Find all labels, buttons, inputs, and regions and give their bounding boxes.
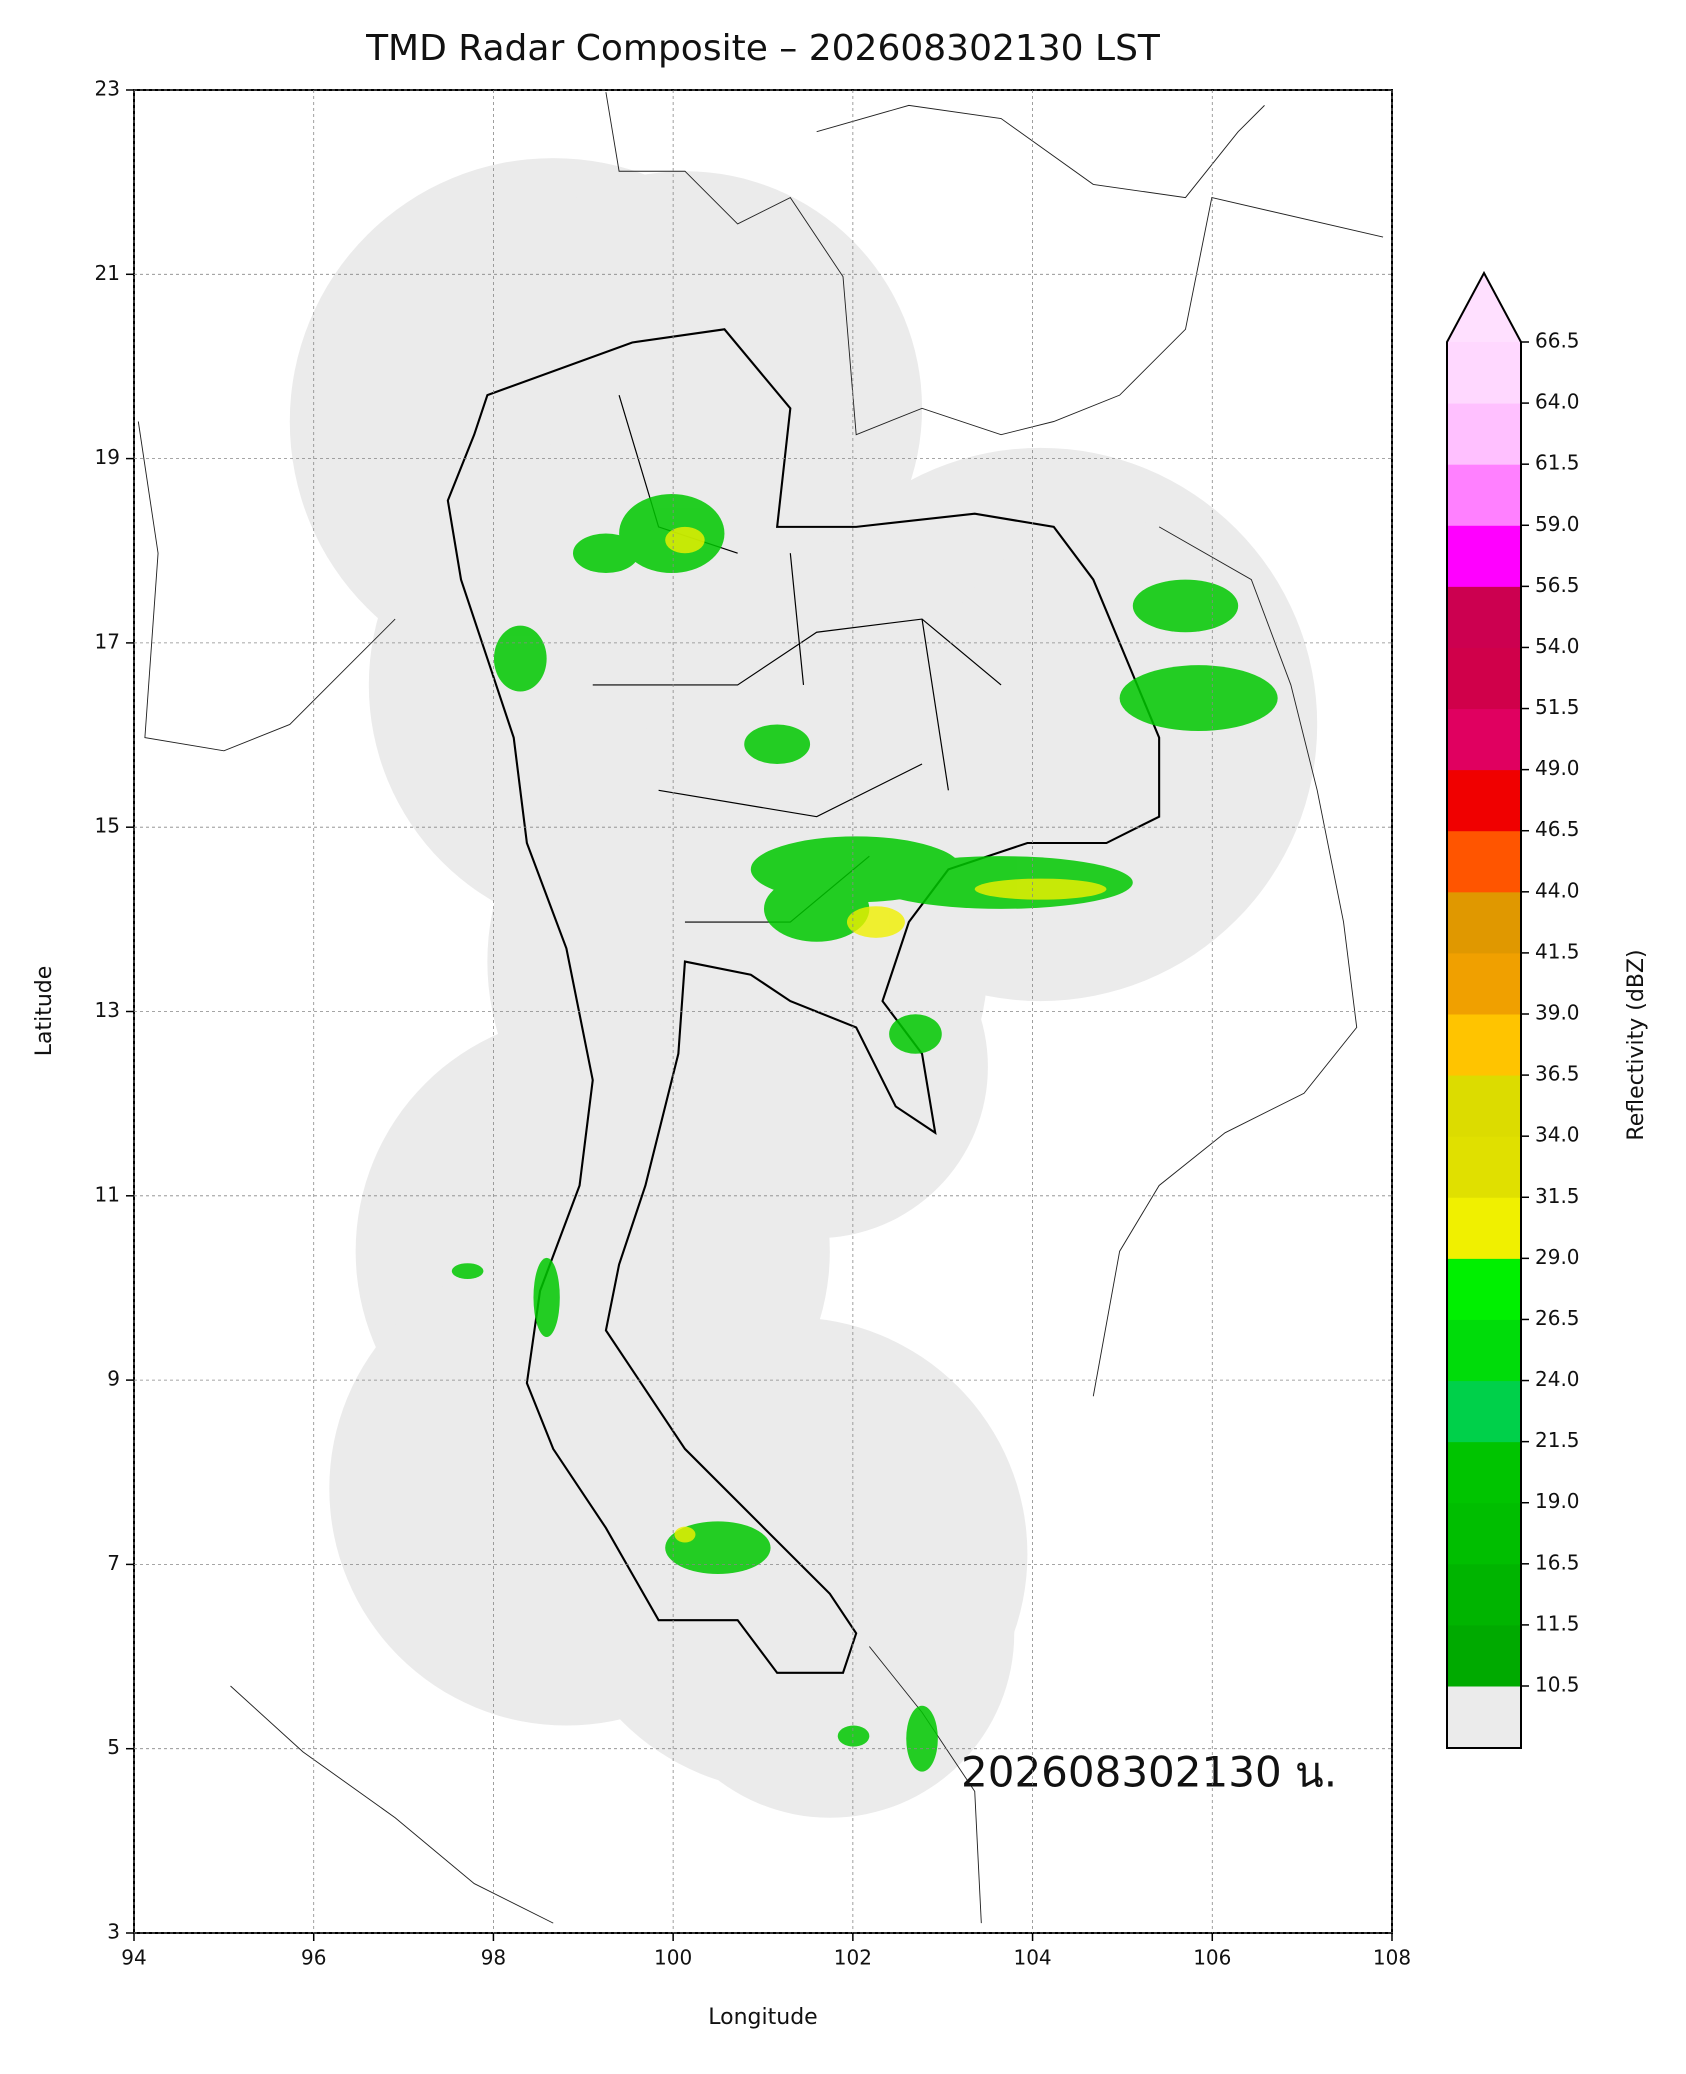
y-tick-label: 17 [95, 629, 120, 653]
y-tick-label: 9 [107, 1367, 120, 1391]
colorbar-band [1447, 952, 1521, 1015]
colorbar-tick-label: 46.5 [1535, 817, 1580, 841]
colorbar-under [1447, 1686, 1521, 1748]
colorbar-band [1447, 769, 1521, 832]
colorbar-tick-label: 64.0 [1535, 390, 1580, 414]
y-tick-label: 19 [95, 445, 120, 469]
colorbar-tick-label: 36.5 [1535, 1062, 1580, 1086]
colorbar-band [1447, 1075, 1521, 1137]
colorbar-tick-label: 10.5 [1535, 1673, 1580, 1697]
colorbar-frame [1446, 270, 1522, 1749]
colorbar-band [1447, 708, 1521, 771]
x-tick-label: 94 [121, 1946, 146, 1970]
colorbar-tick-label: 11.5 [1535, 1611, 1580, 1635]
colorbar-band [1447, 647, 1521, 710]
colorbar-label: Reflectivity (dBZ) [1624, 949, 1649, 1140]
colorbar-band [1447, 342, 1521, 404]
colorbar-tick-label: 21.5 [1535, 1428, 1580, 1452]
y-tick-label: 11 [95, 1182, 120, 1206]
y-tick-label: 7 [107, 1551, 120, 1575]
colorbar-band [1447, 1502, 1521, 1565]
x-tick-label: 98 [481, 1946, 506, 1970]
colorbar-band [1447, 586, 1521, 648]
colorbar-band [1447, 1380, 1521, 1443]
map-layer [137, 92, 1384, 1924]
x-tick-label: 104 [1013, 1946, 1051, 1970]
colorbar-band [1447, 830, 1521, 893]
y-tick-label: 13 [95, 998, 120, 1022]
colorbar-tick-label: 54.0 [1535, 634, 1580, 658]
colorbar-band [1447, 891, 1521, 954]
colorbar-tick-label: 49.0 [1535, 756, 1580, 780]
x-tick-label: 108 [1373, 1946, 1411, 1970]
colorbar-tick-label: 29.0 [1535, 1245, 1580, 1269]
colorbar-tick-label: 31.5 [1535, 1184, 1580, 1208]
colorbar-tick-label: 34.0 [1535, 1123, 1580, 1147]
colorbar-tick-label: 56.5 [1535, 573, 1580, 597]
y-axis-label: Latitude [32, 966, 57, 1057]
x-tick-label: 106 [1193, 1946, 1231, 1970]
colorbar-tick-label: 59.0 [1535, 512, 1580, 536]
colorbar-band [1447, 525, 1521, 587]
y-tick-label: 5 [107, 1735, 120, 1759]
colorbar-tick-label: 19.0 [1535, 1489, 1580, 1513]
x-tick-label: 100 [654, 1946, 692, 1970]
colorbar-tick-label: 24.0 [1535, 1367, 1580, 1391]
annotation: 202608302130 น. [961, 1748, 1337, 1797]
colorbar-band [1447, 1136, 1521, 1198]
chart-title: TMD Radar Composite – 202608302130 LST [365, 28, 1161, 69]
x-tick-label: 96 [301, 1946, 326, 1970]
colorbar-tick-label: 51.5 [1535, 695, 1580, 719]
borders [137, 92, 1384, 1924]
colorbar-band [1447, 1441, 1521, 1504]
colorbar-band [1447, 1624, 1521, 1687]
y-tick-label: 23 [95, 77, 120, 101]
colorbar-band [1447, 1258, 1521, 1320]
colorbar-band [1447, 1319, 1521, 1382]
colorbar-extend [1447, 273, 1521, 342]
colorbar-band [1447, 1014, 1521, 1076]
y-tick-label: 21 [95, 261, 120, 285]
colorbar-tick-label: 66.5 [1535, 329, 1580, 353]
colorbar-tick-label: 39.0 [1535, 1001, 1580, 1025]
y-tick-label: 15 [95, 814, 120, 838]
colorbar-tick-label: 16.5 [1535, 1550, 1580, 1574]
x-tick-label: 102 [834, 1946, 872, 1970]
colorbar-band [1447, 464, 1521, 526]
colorbar-band [1447, 403, 1521, 465]
colorbar-tick-label: 61.5 [1535, 451, 1580, 475]
colorbar-band [1447, 1563, 1521, 1626]
colorbar-band [1447, 1197, 1521, 1259]
rain-cells [451, 493, 1278, 1772]
colorbar-tick-label: 44.0 [1535, 878, 1580, 902]
colorbar-tick-label: 41.5 [1535, 939, 1580, 963]
x-axis-label: Longitude [708, 2005, 817, 2030]
radar-coverage [289, 158, 1318, 1818]
y-tick-label: 3 [107, 1920, 120, 1944]
colorbar-tick-label: 26.5 [1535, 1306, 1580, 1330]
